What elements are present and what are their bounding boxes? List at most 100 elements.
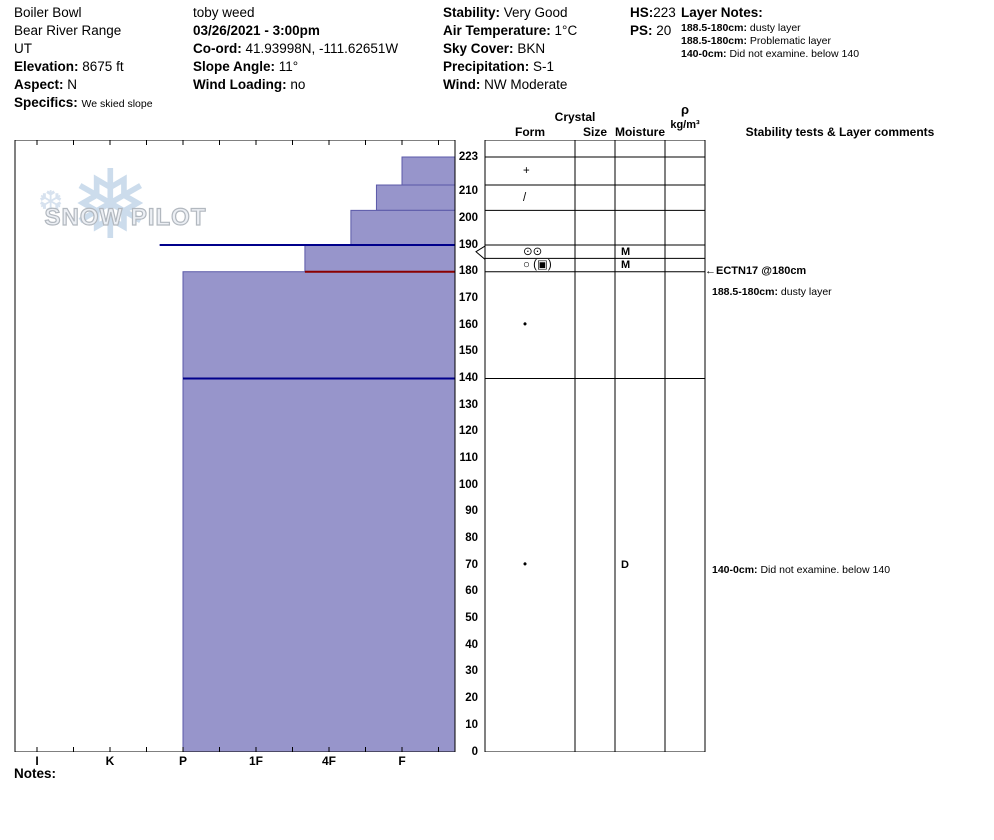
snow-profile-chart	[14, 140, 706, 752]
hardness-axis-label: 1F	[248, 754, 263, 768]
layer-comment: 188.5-180cm: dusty layer	[712, 286, 832, 299]
wind: Wind: NW Moderate	[443, 77, 567, 93]
hs-value: 223	[653, 5, 676, 20]
snowflake-icon: ❅	[70, 152, 151, 259]
comment-text: dusty layer	[777, 286, 832, 299]
hardness-layer-bar	[304, 244, 456, 273]
layer-note-text: dusty layer	[749, 22, 801, 34]
density-unit-header: kg/m³	[670, 119, 700, 131]
depth-tick-label: 20	[465, 692, 478, 705]
comment-label: 140-0cm:	[712, 564, 758, 577]
snowflake-small-icon: ❆	[38, 186, 64, 219]
depth-tick-label: 10	[465, 718, 478, 731]
depth-tick-label: 30	[465, 665, 478, 678]
hardness-axis-label: F	[398, 754, 406, 768]
snowpilot-logo: ❅ ❆ SNOW PILOT	[38, 158, 213, 272]
crystal-form-symbol: •	[523, 559, 528, 572]
ps-pit-depth: PS: 20	[630, 23, 671, 39]
depth-tick-label: 160	[458, 318, 478, 331]
layer-note-text: Problematic layer	[749, 35, 832, 47]
depth-tick-label: 200	[458, 211, 478, 224]
observer-name: toby weed	[193, 5, 255, 20]
density-symbol-header: ρ	[680, 102, 690, 117]
crystal-column-header: Crystal	[554, 110, 596, 124]
layer-comment: 140-0cm: Did not examine. below 140	[712, 564, 890, 577]
notes-label: Notes:	[14, 766, 57, 781]
depth-tick-label: 100	[458, 478, 478, 491]
sky-cover-label: Sky Cover:	[443, 41, 514, 56]
crystal-form-symbol: /	[523, 191, 527, 204]
layer-note-label: 188.5-180cm:	[681, 35, 747, 47]
site-range: Bear River Range	[14, 23, 122, 38]
elevation-label: Elevation:	[14, 59, 79, 74]
thin-layer-pointer	[475, 245, 486, 260]
comment-label: ←ECTN17 @180cm	[705, 264, 807, 277]
depth-tick-label: 130	[458, 398, 478, 411]
depth-tick-label: 110	[459, 452, 478, 464]
site-state: UT	[14, 41, 32, 56]
depth-tick-label: 150	[458, 345, 478, 358]
hardness-layer-bar	[182, 377, 456, 752]
depth-tick-label: 140	[458, 371, 478, 384]
crystal-form-symbol: ○ (▣)	[523, 259, 552, 272]
precipitation: Precipitation: S-1	[443, 59, 554, 75]
layer-notes-title: Layer Notes:	[681, 5, 763, 20]
air-temp-value: 1°C	[554, 23, 578, 38]
moisture-column-header: Moisture	[614, 125, 665, 139]
depth-tick-label: 90	[465, 505, 478, 518]
depth-tick-label: 0	[471, 745, 478, 758]
size-column-header: Size	[582, 125, 607, 139]
air-temperature: Air Temperature: 1°C	[443, 23, 577, 39]
layer-note-label: 140-0cm:	[681, 48, 727, 60]
hardness-axis-label: K	[105, 754, 115, 768]
specifics-label: Specifics:	[14, 95, 78, 110]
depth-tick-label: 40	[465, 638, 478, 651]
logo-wordmark: SNOW PILOT	[44, 203, 207, 231]
wind-loading-label: Wind Loading:	[193, 77, 287, 92]
depth-tick-label: 190	[458, 238, 478, 251]
aspect-label: Aspect:	[14, 77, 64, 92]
coord-value: 41.93998N, -111.62651W	[245, 41, 399, 56]
wind-label: Wind:	[443, 77, 481, 92]
crystal-form-symbol: •	[523, 319, 528, 332]
hardness-axis-label: P	[178, 754, 187, 768]
site-elevation: Elevation: 8675 ft	[14, 59, 124, 75]
moisture-value: M	[621, 259, 631, 272]
hardness-layer-bar	[350, 209, 456, 246]
sky-cover: Sky Cover: BKN	[443, 41, 545, 57]
sky-cover-value: BKN	[517, 41, 546, 56]
layer-note-label: 188.5-180cm:	[681, 22, 747, 34]
elevation-value: 8675 ft	[82, 59, 124, 74]
crystal-form-symbol: ⊙⊙	[523, 245, 543, 258]
layer-note: 188.5-180cm: Problematic layer	[681, 35, 831, 48]
aspect-value: N	[67, 77, 78, 92]
wind-loading-value: no	[290, 77, 306, 92]
precipitation-value: S-1	[533, 59, 555, 74]
hs-total-depth: HS:223	[630, 5, 676, 21]
air-temp-label: Air Temperature:	[443, 23, 551, 38]
form-column-header: Form	[515, 125, 545, 139]
hs-label: HS:	[630, 5, 654, 20]
specifics-value: We skied slope	[81, 98, 153, 110]
stability: Stability: Very Good	[443, 5, 568, 21]
wind-value: NW Moderate	[484, 77, 568, 92]
depth-tick-label: 50	[465, 612, 478, 625]
coordinates: Co-ord: 41.93998N, -111.62651W	[193, 41, 398, 57]
layer-note-text: Did not examine. below 140	[729, 48, 860, 60]
stability-label: Stability:	[443, 5, 501, 20]
depth-tick-label: 60	[465, 585, 478, 598]
comment-label: 188.5-180cm:	[712, 286, 778, 299]
site-aspect: Aspect: N	[14, 77, 77, 93]
moisture-value: D	[621, 559, 629, 572]
depth-tick-label: 223	[458, 150, 478, 163]
coord-label: Co-ord:	[193, 41, 242, 56]
site-name: Boiler Bowl	[14, 5, 82, 20]
hardness-axis-label: I	[35, 754, 39, 768]
crystal-form-symbol: +	[523, 165, 530, 177]
layer-note: 140-0cm: Did not examine. below 140	[681, 48, 859, 61]
slope-angle-label: Slope Angle:	[193, 59, 276, 74]
moisture-value: M	[621, 245, 631, 258]
stability-value: Very Good	[503, 5, 568, 20]
layer-note: 188.5-180cm: dusty layer	[681, 22, 801, 35]
depth-tick-label: 170	[458, 291, 478, 304]
